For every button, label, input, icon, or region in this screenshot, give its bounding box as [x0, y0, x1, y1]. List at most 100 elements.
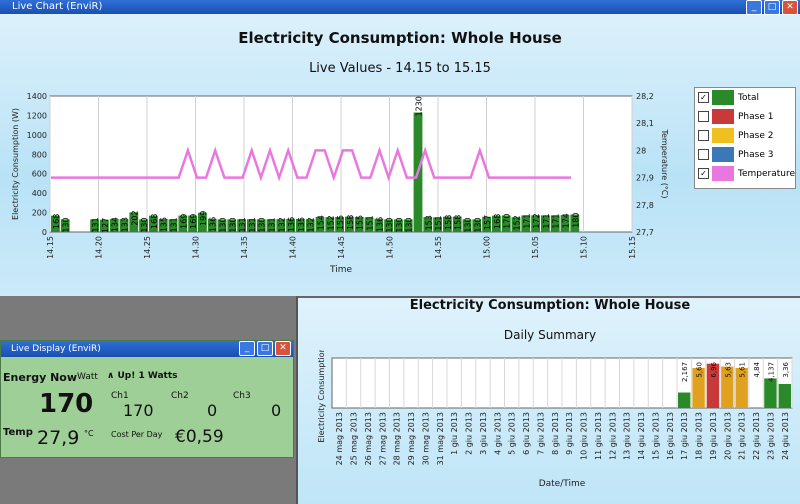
summary-x-tick-label: 22 giu 2013 — [752, 412, 761, 460]
total-bar — [335, 216, 344, 232]
live-display-titlebar[interactable]: Live Display (EnviR) _ □ ✕ — [1, 341, 293, 357]
live-chart-titlebar[interactable]: Live Chart (EnviR) _ □ ✕ — [0, 0, 800, 15]
legend-checkbox[interactable] — [698, 130, 709, 141]
legend-checkbox[interactable] — [698, 111, 709, 122]
summary-x-tick-label: 1 giu 2013 — [450, 412, 459, 455]
y-tick-label: 1200 — [27, 111, 47, 120]
energy-value: 170 — [39, 389, 94, 419]
y2-tick-label: 28,1 — [636, 119, 654, 128]
summary-bar — [706, 363, 720, 408]
summary-x-tick-label: 31 mag 2013 — [436, 412, 445, 465]
x-tick-label: 14.25 — [143, 236, 152, 259]
summary-x-tick-label: 7 giu 2013 — [536, 412, 545, 455]
bar-data-label: 127 — [101, 218, 110, 233]
daily-summary-window: Electricity Consumption: Whole House Dai… — [296, 296, 800, 504]
close-icon[interactable]: ✕ — [782, 0, 798, 15]
legend-checkbox[interactable]: ✓ — [698, 92, 709, 103]
legend-label: Phase 2 — [738, 130, 774, 141]
x-tick-label: 14.45 — [337, 236, 346, 259]
legend-item[interactable]: Phase 3 — [695, 145, 795, 164]
total-bar — [256, 219, 266, 232]
bar-data-label: 136 — [209, 217, 218, 232]
bar-data-label: 154 — [317, 215, 326, 230]
x-tick-label: 14.20 — [95, 236, 104, 259]
summary-bar — [678, 392, 691, 408]
ch1-label: Ch1 — [111, 391, 129, 401]
total-bar — [305, 219, 315, 232]
summary-x-tick-label: 12 giu 2013 — [608, 412, 617, 460]
legend-label: Phase 1 — [738, 111, 774, 122]
y-tick-label: 1400 — [27, 92, 47, 101]
total-bar — [119, 219, 129, 232]
daily-summary-chart: 24 mag 2013 25 mag 2013 26 mag 2013 27 mag … — [317, 350, 793, 489]
bar-data-label: 155 — [336, 215, 345, 230]
up-arrow-icon: ∧ — [107, 371, 115, 381]
close-icon[interactable]: ✕ — [275, 341, 291, 356]
summary-x-tick-label: 13 giu 2013 — [623, 412, 632, 460]
bar-data-label: 136 — [375, 217, 384, 232]
bar-data-label: 199 — [199, 211, 208, 226]
y2-tick-label: 27,7 — [636, 228, 654, 237]
y-tick-label: 800 — [32, 150, 47, 159]
x-tick-label: 15.00 — [483, 236, 492, 259]
total-bar — [90, 219, 99, 232]
temperature-line — [51, 146, 572, 182]
legend-item[interactable]: Phase 2 — [695, 126, 795, 145]
total-bar — [247, 219, 256, 232]
legend-label: Total — [738, 92, 760, 103]
bar-data-label: 152 — [326, 215, 335, 230]
legend-swatch — [712, 166, 734, 181]
chart-title: Electricity Consumption: Whole House — [238, 29, 562, 47]
bar-data-label: 180 — [571, 213, 580, 228]
total-bar — [462, 219, 472, 232]
maximize-icon[interactable]: □ — [257, 341, 273, 356]
summary-x-tick-label: 19 giu 2013 — [709, 412, 718, 460]
legend-item[interactable]: Phase 1 — [695, 107, 795, 126]
bar-data-label: 130 — [464, 217, 473, 232]
legend-swatch — [712, 128, 734, 143]
legend-swatch — [712, 147, 734, 162]
bar-data-label: 172 — [532, 213, 541, 228]
total-bar — [472, 219, 482, 232]
x-tick-label: 14.50 — [386, 236, 395, 259]
summary-data-label: 5,61 — [739, 362, 747, 378]
bar-data-label: 130 — [473, 217, 482, 232]
summary-x-tick-label: 2 giu 2013 — [465, 412, 474, 455]
bar-data-label: 169 — [179, 214, 188, 229]
maximize-icon[interactable]: □ — [764, 0, 780, 15]
summary-x-tick-label: 23 giu 2013 — [766, 412, 775, 460]
legend-checkbox[interactable]: ✓ — [698, 168, 709, 179]
total-bar — [433, 217, 442, 232]
total-bar — [178, 215, 188, 232]
total-bar — [511, 217, 521, 232]
summary-x-tick-label: 20 giu 2013 — [723, 412, 732, 460]
summary-x-tick-label: 25 mag 2013 — [350, 412, 359, 465]
legend-label: Phase 3 — [738, 149, 774, 160]
total-bar — [129, 212, 139, 232]
summary-data-label: 2,167 — [681, 362, 689, 382]
legend-item[interactable]: ✓ Total — [695, 88, 795, 107]
minimize-icon[interactable]: _ — [746, 0, 762, 15]
legend-item[interactable]: ✓ Temperature — [695, 164, 795, 183]
minimize-icon[interactable]: _ — [239, 341, 255, 356]
chart-legend: ✓ Total Phase 1 Phase 2 Phase 3 ✓ Temperature — [694, 87, 796, 189]
legend-swatch — [712, 90, 734, 105]
y2-tick-label: 27,9 — [636, 174, 654, 183]
total-bar — [354, 216, 364, 232]
summary-x-tick-label: 26 mag 2013 — [364, 412, 373, 465]
bar-data-label: 171 — [552, 213, 561, 228]
total-bar — [168, 219, 178, 232]
total-bar — [198, 212, 207, 232]
total-bar — [227, 219, 237, 232]
legend-label: Temperature — [737, 168, 795, 179]
summary-x-tick-label: 3 giu 2013 — [479, 412, 488, 455]
temp-label: Temp — [3, 427, 33, 438]
legend-checkbox[interactable] — [698, 149, 709, 160]
summary-x-tick-label: 10 giu 2013 — [580, 412, 589, 460]
total-bar — [403, 219, 413, 232]
x-tick-label: 14.40 — [289, 236, 298, 259]
total-bar — [325, 217, 335, 232]
bar-data-label: 130 — [258, 217, 267, 232]
summary-x-tick-label: 24 mag 2013 — [335, 412, 344, 465]
bar-data-label: 130 — [405, 217, 414, 232]
